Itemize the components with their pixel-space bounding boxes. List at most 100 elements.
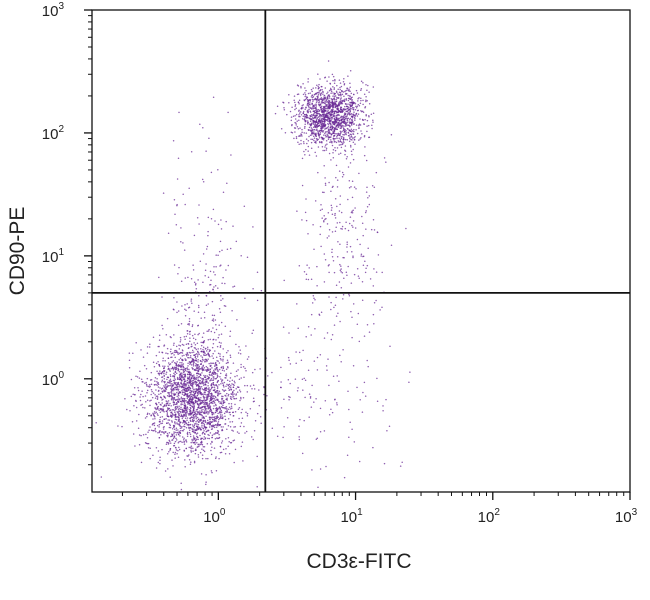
event-dot [348, 129, 351, 132]
event-dot [226, 182, 228, 185]
event-dot [154, 393, 156, 396]
event-dot [171, 356, 173, 358]
event-dot [307, 111, 309, 114]
event-dot [340, 99, 342, 102]
event-dot [219, 451, 222, 454]
event-dot [204, 412, 206, 415]
event-dot [196, 394, 199, 396]
event-dot [310, 127, 313, 129]
event-dot [240, 366, 242, 368]
event-dot [206, 330, 208, 333]
event-dot [331, 116, 334, 119]
event-dot [199, 410, 201, 412]
event-dot [152, 429, 154, 432]
event-dot [331, 111, 333, 114]
event-dot [161, 402, 163, 404]
event-dot [252, 397, 255, 399]
event-dot [167, 362, 170, 364]
event-dot [189, 463, 192, 465]
event-dot [189, 435, 192, 438]
event-dot [184, 420, 187, 423]
event-dot [192, 375, 194, 377]
event-dot [177, 273, 179, 275]
event-dot [358, 460, 361, 463]
event-dot [330, 159, 332, 161]
event-dot [334, 79, 336, 82]
event-dot [180, 415, 182, 418]
event-dot [305, 113, 308, 116]
event-dot [159, 370, 161, 372]
event-dot [291, 123, 293, 126]
event-dot [200, 409, 203, 411]
event-dot [144, 417, 147, 419]
event-dot [128, 359, 131, 361]
event-dot [364, 118, 366, 121]
event-dot [356, 115, 359, 117]
event-dot [244, 432, 246, 434]
event-dot [335, 90, 338, 93]
event-dot [212, 382, 214, 384]
event-dot [195, 282, 197, 285]
event-dot [199, 434, 201, 437]
event-dot [337, 108, 339, 111]
event-dot [349, 101, 352, 104]
event-dot [376, 231, 379, 233]
event-dot [162, 365, 164, 367]
event-dot [190, 461, 192, 463]
event-dot [315, 120, 318, 122]
event-dot [227, 395, 229, 397]
event-dot [202, 281, 204, 284]
event-dot [350, 115, 353, 118]
event-dot [196, 402, 199, 405]
event-dot [222, 358, 224, 361]
event-dot [155, 411, 158, 413]
event-dot [351, 196, 354, 199]
event-dot [239, 425, 242, 428]
event-dot [301, 219, 303, 221]
event-dot [250, 436, 253, 438]
event-dot [202, 431, 204, 434]
event-dot [341, 89, 343, 92]
event-dot [202, 382, 204, 385]
event-dot [341, 130, 343, 133]
event-dot [176, 410, 178, 413]
event-dot [168, 442, 170, 444]
event-dot [153, 424, 156, 427]
event-dot [342, 108, 345, 110]
event-dot [223, 401, 226, 403]
event-dot [315, 398, 317, 400]
event-dot [212, 208, 215, 211]
event-dot [348, 112, 351, 115]
event-dot [184, 277, 187, 279]
event-dot [283, 106, 285, 109]
event-dot [203, 340, 206, 342]
event-dot [216, 368, 219, 370]
event-dot [172, 344, 175, 346]
event-dot [171, 352, 174, 354]
event-dot [340, 93, 342, 96]
event-dot [158, 389, 160, 392]
event-dot [146, 385, 148, 387]
event-dot [190, 395, 193, 398]
event-dot [240, 422, 243, 424]
event-dot [173, 297, 175, 299]
event-dot [354, 117, 356, 120]
event-dot [313, 114, 316, 117]
event-dot [331, 334, 334, 336]
event-dot [195, 433, 198, 435]
event-dot [389, 345, 391, 347]
event-dot [201, 424, 203, 426]
event-dot [349, 103, 351, 105]
event-dot [208, 416, 211, 419]
event-dot [189, 426, 192, 429]
event-dot [227, 408, 230, 411]
event-dot [147, 385, 149, 388]
event-dot [334, 198, 337, 200]
event-dot [195, 401, 197, 403]
event-dot [331, 73, 334, 76]
event-dot [161, 408, 164, 410]
event-dot [324, 87, 327, 89]
event-dot [307, 92, 310, 95]
event-dot [304, 396, 306, 399]
event-dot [305, 116, 307, 118]
